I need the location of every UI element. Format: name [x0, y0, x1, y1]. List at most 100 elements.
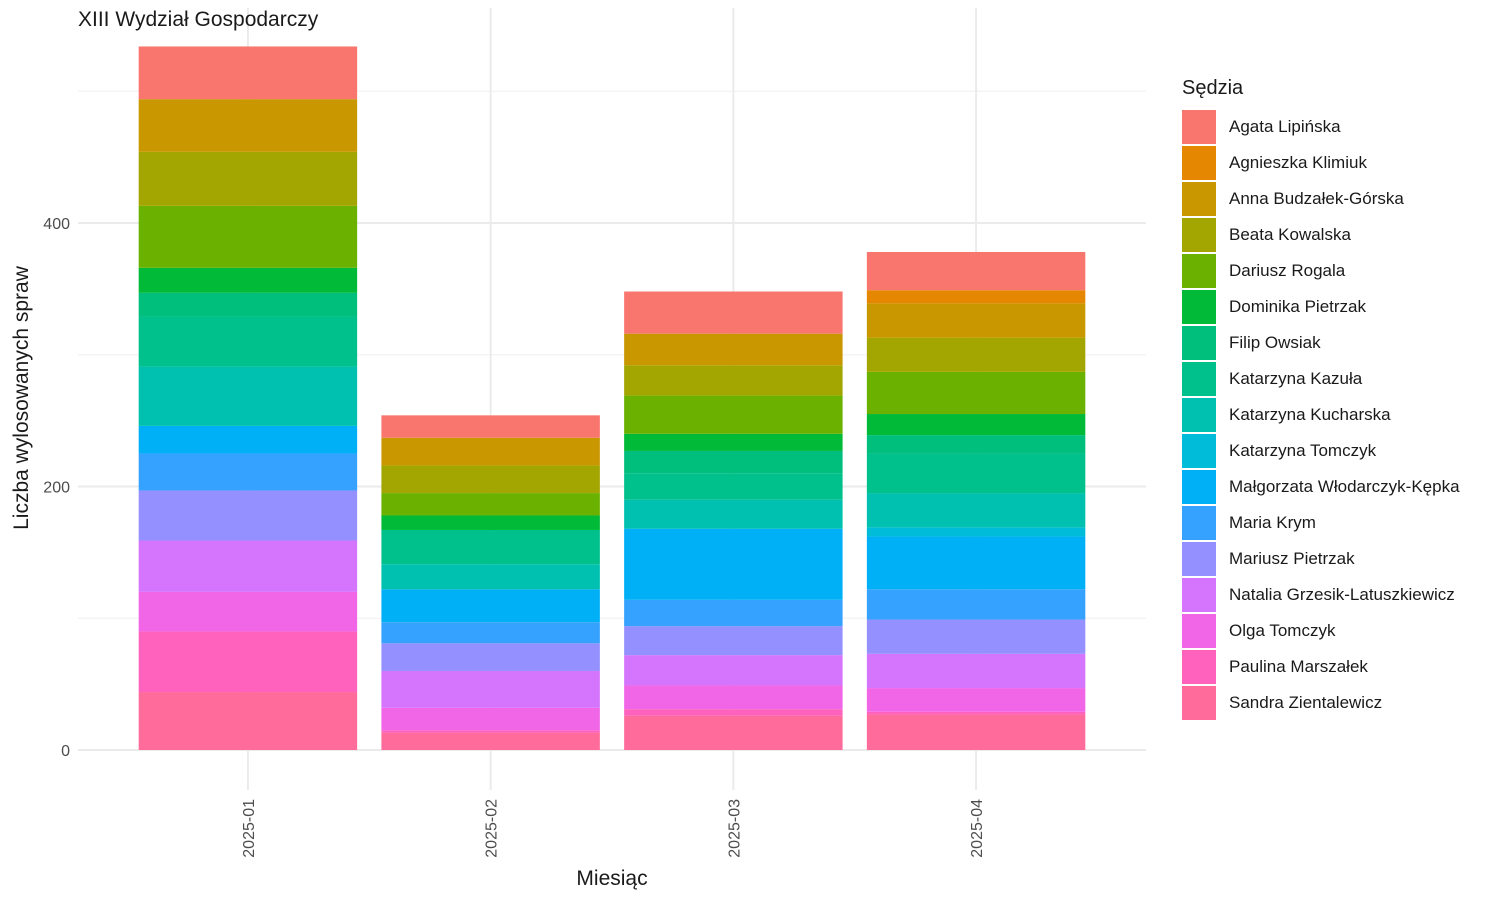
bar-segment — [866, 453, 1086, 494]
bar-segment — [138, 316, 358, 367]
bar-segment — [624, 450, 843, 474]
bar-segment — [138, 692, 358, 750]
bar-segment — [866, 303, 1086, 338]
legend-key — [1182, 182, 1216, 216]
bar-segment — [624, 395, 843, 434]
y-tick-label: 200 — [43, 480, 70, 497]
legend-label: Anna Budzałek-Górska — [1229, 189, 1404, 208]
bar-segment — [866, 493, 1086, 528]
legend-item: Mariusz Pietrzak — [1182, 541, 1460, 577]
bar-segment — [866, 435, 1086, 454]
legend-label: Katarzyna Kazuła — [1229, 369, 1363, 388]
legend-label: Maria Krym — [1229, 513, 1316, 532]
bar-segment — [624, 473, 843, 500]
legend-key — [1182, 398, 1216, 432]
bar-segment — [381, 529, 600, 565]
bar-segment — [381, 730, 600, 733]
bar-segment — [138, 540, 358, 592]
bar-segment — [624, 655, 843, 686]
legend-item: Dominika Pietrzak — [1182, 289, 1460, 325]
legend-key — [1182, 146, 1216, 180]
bar-segment — [866, 337, 1086, 372]
legend-item: Dariusz Rogala — [1182, 253, 1460, 289]
bar-segment — [138, 46, 358, 100]
legend-key — [1182, 290, 1216, 324]
legend-label: Beata Kowalska — [1229, 225, 1351, 244]
legend-label: Olga Tomczyk — [1229, 621, 1336, 640]
legend-label: Sandra Zientalewicz — [1229, 693, 1383, 712]
legend-key — [1182, 110, 1216, 144]
bar-segment — [138, 99, 358, 152]
legend-item: Sandra Zientalewicz — [1182, 685, 1460, 721]
legend-label: Natalia Grzesik-Latuszkiewicz — [1229, 585, 1455, 604]
bars — [138, 46, 1086, 750]
bar-segment — [138, 490, 358, 541]
legend: Sędzia Agata Lipińska Agnieszka Klimiuk An… — [1182, 75, 1460, 721]
legend-key — [1182, 362, 1216, 396]
bar-segment — [138, 425, 358, 454]
bar-segment — [381, 415, 600, 438]
bar-segment — [138, 591, 358, 632]
legend-label: Małgorzata Włodarczyk-Kępka — [1229, 477, 1460, 496]
x-tick-label: 2025-02 — [484, 799, 501, 858]
legend-item: Paulina Marszałek — [1182, 649, 1460, 685]
bar-segment — [138, 267, 358, 293]
legend-item: Beata Kowalska — [1182, 217, 1460, 253]
axes: 0 200 400 2025-01 2025-02 2025-03 2025-04 — [43, 216, 986, 858]
legend-item: Maria Krym — [1182, 505, 1460, 541]
legend-key — [1182, 614, 1216, 648]
bar-segment — [138, 151, 358, 206]
x-tick-label: 2025-04 — [969, 799, 986, 858]
bar-segment — [624, 433, 843, 451]
bar-segment — [381, 437, 600, 466]
bar-segment — [624, 709, 843, 716]
legend-key — [1182, 254, 1216, 288]
legend-item: Katarzyna Kazuła — [1182, 361, 1460, 397]
legend-key — [1182, 506, 1216, 540]
bar-segment — [138, 366, 358, 426]
bar-segment — [624, 626, 843, 656]
y-tick-label: 400 — [43, 216, 70, 233]
x-axis-title: Miesiąc — [576, 867, 647, 890]
legend-label: Paulina Marszałek — [1229, 657, 1368, 676]
legend-item: Anna Budzałek-Górska — [1182, 181, 1460, 217]
legend-key — [1182, 470, 1216, 504]
legend-item: Agata Lipińska — [1182, 109, 1460, 145]
bar-segment — [381, 465, 600, 494]
bar-segment — [624, 499, 843, 529]
bar-segment — [138, 453, 358, 491]
bar-segment — [866, 414, 1086, 436]
bar-segment — [138, 292, 358, 317]
legend-label: Agata Lipińska — [1229, 117, 1341, 136]
bar-segment — [138, 631, 358, 693]
legend-item: Natalia Grzesik-Latuszkiewicz — [1182, 577, 1460, 613]
legend-item: Małgorzata Włodarczyk-Kępka — [1182, 469, 1460, 505]
legend-label: Katarzyna Kucharska — [1229, 405, 1391, 424]
legend-key — [1182, 434, 1216, 468]
x-tick-label: 2025-03 — [726, 799, 743, 858]
bar-segment — [624, 333, 843, 366]
chart-title: XIII Wydział Gospodarczy — [78, 8, 319, 31]
legend-key — [1182, 578, 1216, 612]
bar-segment — [624, 365, 843, 396]
bar-segment — [866, 527, 1086, 537]
bar-segment — [624, 685, 843, 710]
bar-segment — [381, 707, 600, 731]
y-tick-label: 0 — [61, 743, 70, 760]
legend-item: Katarzyna Kucharska — [1182, 397, 1460, 433]
bar-segment — [866, 653, 1086, 689]
legend-items: Agata Lipińska Agnieszka Klimiuk Anna Budz… — [1182, 109, 1460, 721]
legend-label: Mariusz Pietrzak — [1229, 549, 1355, 568]
legend-label: Katarzyna Tomczyk — [1229, 441, 1377, 460]
legend-label: Agnieszka Klimiuk — [1229, 153, 1367, 172]
bar-segment — [866, 711, 1086, 715]
bar-segment — [866, 371, 1086, 415]
bar-segment — [381, 564, 600, 590]
bar-segment — [381, 670, 600, 708]
bar-segment — [866, 536, 1086, 590]
x-tick-label: 2025-01 — [241, 799, 258, 858]
bar-segment — [381, 732, 600, 750]
bar-segment — [624, 528, 843, 600]
bar-segment — [624, 291, 843, 334]
